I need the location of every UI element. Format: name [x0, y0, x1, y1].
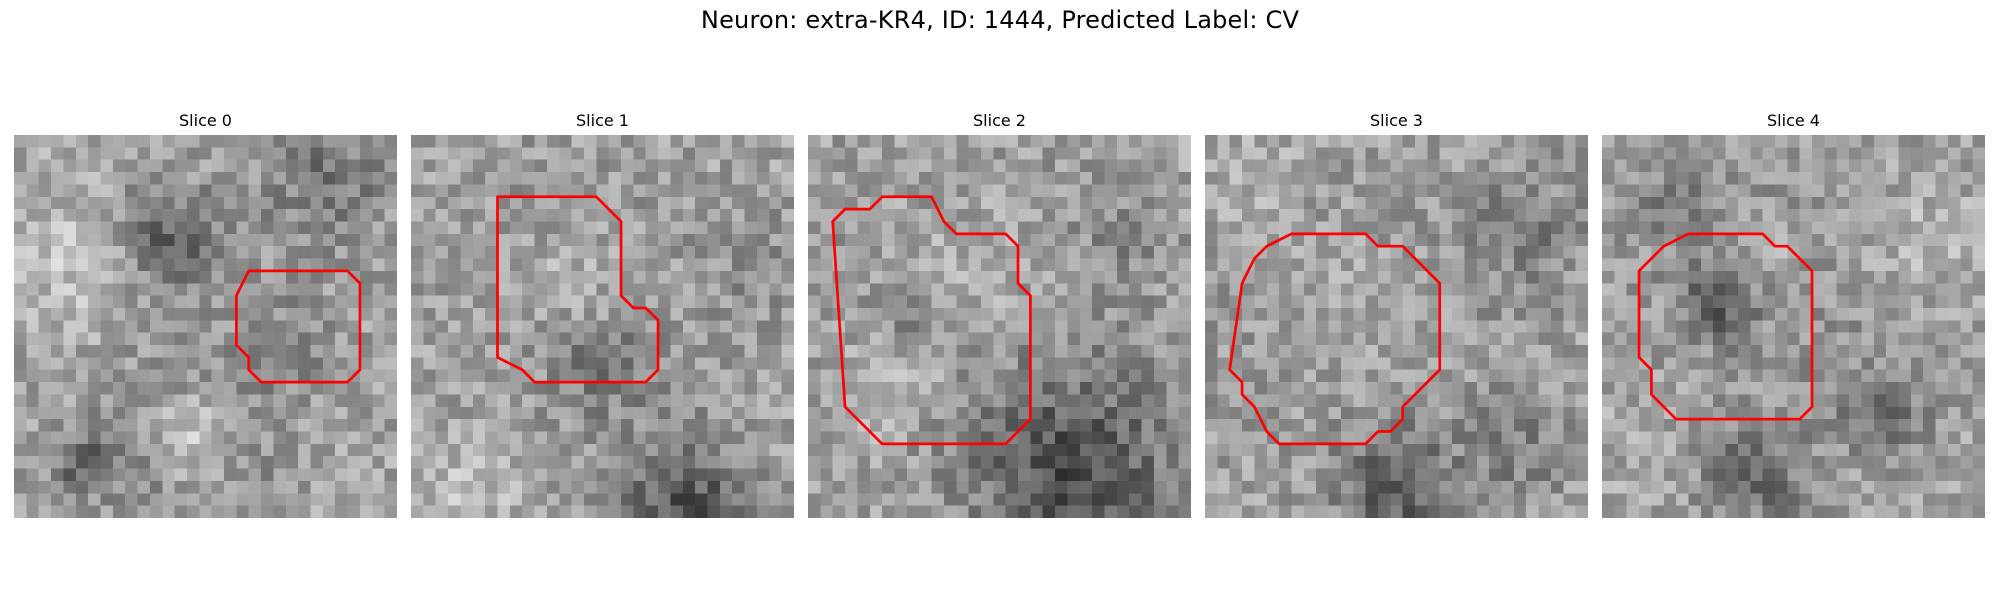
- pixel-grid: [1205, 135, 1588, 518]
- slice-image-2: [808, 135, 1191, 518]
- slice-title: Slice 0: [179, 111, 232, 130]
- segmentation-contour: [831, 195, 1032, 446]
- slice-panel-0: Slice 0: [14, 108, 397, 518]
- slice-panel-3: Slice 3: [1205, 108, 1588, 518]
- pixel-grid: [14, 135, 397, 518]
- slice-panel-2: Slice 2: [808, 108, 1191, 518]
- slice-panel-4: Slice 4: [1602, 108, 1985, 518]
- segmentation-contour: [1228, 232, 1442, 446]
- slice-image-4: [1602, 135, 1985, 518]
- slice-panel-1: Slice 1: [411, 108, 794, 518]
- segmentation-contour: [235, 269, 362, 384]
- slice-image-0: [14, 135, 397, 518]
- slice-image-1: [411, 135, 794, 518]
- figure-title: Neuron: extra-KR4, ID: 1444, Predicted L…: [700, 6, 1300, 34]
- slice-title: Slice 4: [1767, 111, 1820, 130]
- segmentation-contour: [496, 195, 660, 384]
- slice-title: Slice 1: [576, 111, 629, 130]
- pixel-grid: [1602, 135, 1985, 518]
- pixel-grid: [411, 135, 794, 518]
- pixel-grid: [808, 135, 1191, 518]
- slice-title: Slice 2: [973, 111, 1026, 130]
- slice-image-3: [1205, 135, 1588, 518]
- slice-title: Slice 3: [1370, 111, 1423, 130]
- segmentation-contour: [1637, 232, 1814, 421]
